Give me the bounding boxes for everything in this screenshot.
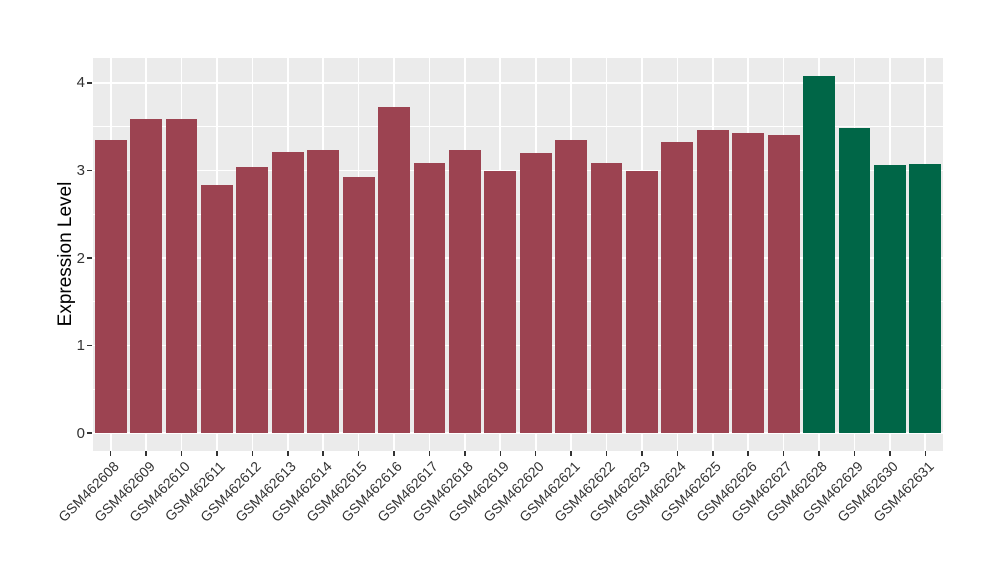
bar-GSM462630 [873, 165, 906, 434]
bar-GSM462614 [307, 150, 340, 434]
gridline-minor [93, 126, 943, 128]
x-tick-mark [251, 451, 254, 456]
x-tick-mark [853, 451, 856, 456]
y-tick-mark [86, 82, 92, 84]
y-tick-mark [86, 432, 92, 434]
bar-GSM462619 [484, 171, 517, 434]
bar-GSM462631 [909, 164, 942, 434]
gridline-major [93, 82, 943, 84]
gridline-major [93, 257, 943, 259]
x-tick-mark [322, 451, 324, 456]
bar-GSM462618 [448, 150, 481, 434]
bar-GSM462611 [201, 185, 233, 434]
x-tick-mark [534, 451, 537, 456]
bar-GSM462622 [590, 162, 623, 434]
x-tick-mark [818, 451, 820, 456]
x-tick-mark [109, 451, 112, 456]
y-tick-label-2: 2 [76, 249, 85, 267]
x-tick-mark [605, 451, 608, 456]
gridline-minor [93, 301, 943, 303]
gridline-minor [93, 388, 943, 390]
x-tick-mark [180, 451, 183, 456]
bar-GSM462627 [767, 134, 800, 434]
bar-GSM462613 [271, 152, 304, 434]
bar-GSM462623 [626, 171, 658, 434]
plot-panel [93, 58, 943, 451]
bar-GSM462615 [342, 177, 375, 434]
y-tick-mark [86, 257, 92, 259]
bar-GSM462617 [413, 163, 446, 434]
x-tick-mark [216, 451, 218, 456]
x-tick-mark [499, 451, 502, 456]
bar-GSM462629 [838, 127, 871, 434]
x-tick-mark [464, 451, 466, 456]
x-tick-mark [889, 451, 891, 456]
x-tick-mark [428, 451, 431, 456]
y-tick-mark [86, 344, 92, 347]
bar-GSM462609 [130, 118, 163, 434]
bar-GSM462624 [661, 142, 694, 434]
x-tick-mark [641, 451, 643, 456]
bar-GSM462625 [696, 130, 729, 434]
bar-GSM462621 [555, 139, 588, 434]
x-tick-mark [393, 451, 395, 456]
bar-GSM462612 [236, 166, 269, 434]
gridline-major [93, 169, 943, 172]
x-tick-mark [676, 451, 679, 456]
y-tick-label-3: 3 [76, 161, 85, 179]
gridline-major [93, 432, 943, 434]
x-tick-mark [570, 451, 572, 456]
gridline-major [93, 344, 943, 347]
x-tick-mark [747, 451, 749, 456]
x-tick-mark [357, 451, 360, 456]
gridline-minor [93, 213, 943, 215]
x-tick-mark [287, 451, 289, 456]
x-tick-mark [924, 451, 927, 456]
y-tick-mark [86, 169, 92, 172]
bar-GSM462616 [378, 106, 410, 434]
y-tick-label-0: 0 [76, 424, 85, 442]
bar-GSM462628 [803, 75, 835, 434]
x-tick-mark [782, 451, 785, 456]
y-tick-label-1: 1 [76, 337, 85, 355]
bar-GSM462610 [165, 118, 198, 434]
y-tick-label-4: 4 [76, 74, 85, 92]
bar-GSM462620 [519, 152, 552, 434]
bar-GSM462608 [94, 139, 127, 434]
x-tick-mark [712, 451, 714, 456]
bar-GSM462626 [732, 132, 765, 434]
x-tick-mark [145, 451, 147, 456]
